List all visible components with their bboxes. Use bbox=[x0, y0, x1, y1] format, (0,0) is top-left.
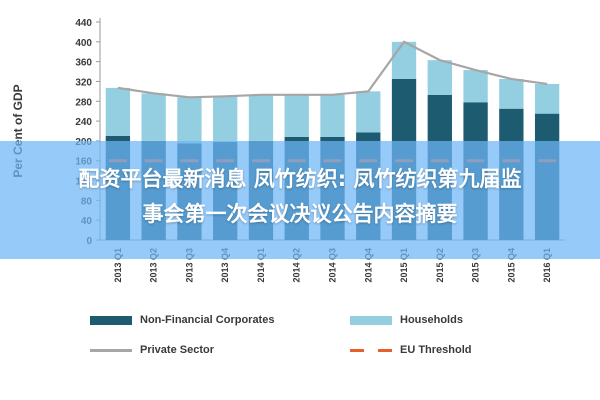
legend-swatch-eu-threshold bbox=[350, 348, 392, 352]
y-tick-label: 360 bbox=[75, 58, 92, 69]
legend-swatch-households bbox=[350, 315, 392, 325]
bar-households bbox=[356, 91, 381, 133]
x-tick-label: 2013 Q3 bbox=[184, 248, 194, 283]
banner-headline[interactable]: 配资平台最新消息 凤竹纺织: 凤竹纺织第九届监 事会第一次会议决议公告内容摘要 bbox=[0, 162, 600, 232]
bar-households bbox=[177, 97, 202, 144]
x-tick-label: 2015 Q2 bbox=[435, 248, 445, 283]
x-tick-label: 2013 Q1 bbox=[113, 248, 123, 283]
y-tick-label: 440 bbox=[75, 18, 92, 29]
legend-corporates: Non-Financial Corporates bbox=[90, 314, 274, 326]
x-tick-label: 2013 Q4 bbox=[220, 248, 230, 283]
x-tick-label: 2014 Q1 bbox=[256, 248, 266, 283]
x-tick-label: 2014 Q2 bbox=[292, 248, 302, 283]
bar-households bbox=[105, 87, 131, 136]
y-tick-label: 280 bbox=[75, 97, 92, 108]
legend-eu-threshold: EU Threshold bbox=[350, 344, 472, 356]
legend-label-eu-threshold: EU Threshold bbox=[400, 344, 472, 356]
overlay-banner bbox=[0, 141, 600, 259]
y-tick-label: 320 bbox=[75, 77, 92, 88]
bar-households bbox=[427, 60, 452, 95]
x-tick-label: 2014 Q4 bbox=[363, 248, 373, 283]
x-tick-label: 2013 Q2 bbox=[149, 248, 159, 283]
x-tick-label: 2015 Q4 bbox=[506, 248, 516, 283]
legend-swatch-private-sector bbox=[90, 348, 132, 352]
banner-line-1: 配资平台最新消息 凤竹纺织: 凤竹纺织第九届监 bbox=[78, 167, 522, 191]
x-tick-label: 2015 Q1 bbox=[399, 248, 409, 283]
bar-households bbox=[463, 70, 488, 103]
private-sector-line bbox=[117, 40, 548, 99]
y-tick-label: 240 bbox=[75, 117, 92, 128]
legend-label-corporates: Non-Financial Corporates bbox=[140, 314, 275, 326]
bar-households bbox=[534, 83, 560, 114]
x-tick-label: 2014 Q3 bbox=[328, 248, 338, 283]
legend-swatch-corporates bbox=[90, 315, 132, 325]
bar-households bbox=[391, 41, 417, 79]
legend-private-sector: Private Sector bbox=[90, 344, 214, 356]
legend-label-private-sector: Private Sector bbox=[140, 344, 214, 356]
bar-households bbox=[213, 96, 238, 142]
x-tick-label: 2016 Q1 bbox=[542, 248, 552, 283]
banner-line-2: 事会第一次会议决议公告内容摘要 bbox=[142, 202, 458, 226]
chart-legend: Non-Financial Corporates Households Priv… bbox=[0, 306, 600, 366]
bar-households bbox=[248, 94, 274, 141]
y-tick-label: 400 bbox=[75, 38, 92, 49]
bar-households bbox=[499, 78, 524, 109]
bar-households bbox=[284, 94, 309, 137]
x-tick-label: 2015 Q3 bbox=[471, 248, 481, 283]
bar-households bbox=[141, 93, 166, 141]
legend-households: Households bbox=[350, 314, 463, 326]
bar-households bbox=[320, 94, 345, 137]
legend-label-households: Households bbox=[400, 314, 463, 326]
